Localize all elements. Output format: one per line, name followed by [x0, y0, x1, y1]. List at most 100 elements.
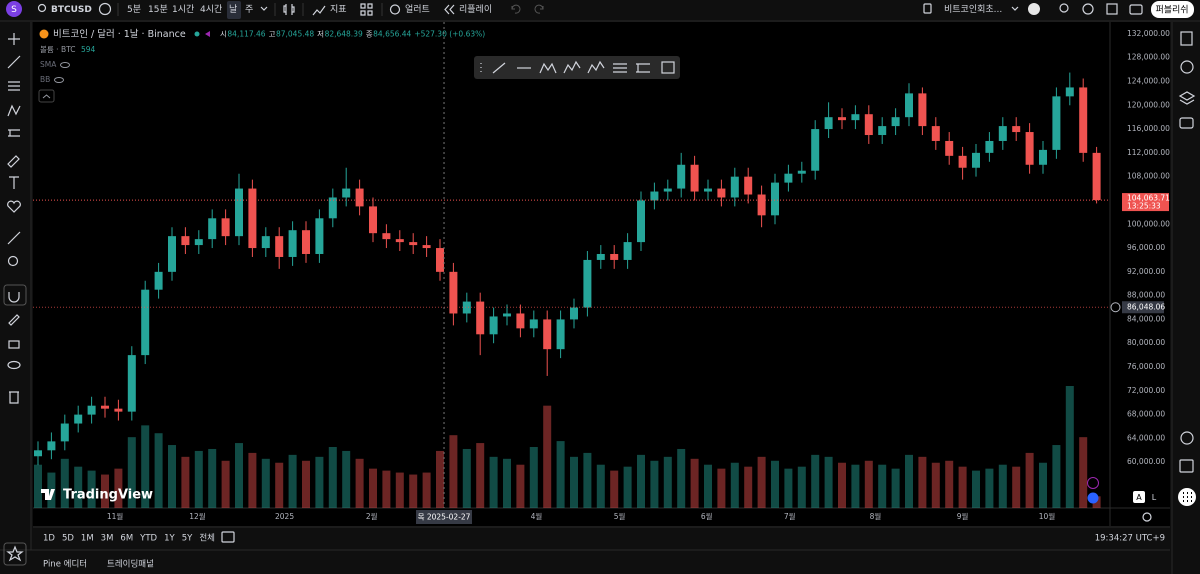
visibility-icon[interactable] [60, 62, 70, 68]
range-button[interactable]: 1D [43, 534, 55, 544]
indicator-name[interactable]: SMA [40, 60, 57, 69]
visibility-icon[interactable] [54, 77, 64, 83]
delete-tool[interactable] [9, 391, 19, 404]
candle-type-icon[interactable] [283, 4, 295, 15]
cursor-tool[interactable] [8, 33, 20, 45]
range-button[interactable]: YTD [139, 534, 157, 544]
layout-icon[interactable] [923, 3, 932, 14]
event-icon[interactable] [1087, 477, 1099, 489]
layout-name[interactable]: 비트코인회초... [944, 4, 1002, 15]
settings[interactable] [1082, 3, 1094, 15]
volume-bar [489, 456, 498, 508]
line-tool[interactable] [492, 62, 506, 74]
undo[interactable] [511, 4, 521, 14]
snapshot[interactable] [1129, 4, 1143, 15]
volume-bar [663, 456, 672, 508]
avatar[interactable] [6, 1, 22, 17]
interval[interactable]: 주 [245, 4, 253, 15]
event-icon[interactable] [1087, 492, 1099, 504]
templates-icon[interactable] [360, 3, 373, 16]
abc-tool[interactable] [587, 60, 605, 74]
chevron[interactable] [260, 6, 268, 11]
trend-line-tool[interactable] [7, 55, 21, 69]
indicators-button[interactable]: 지표 [330, 4, 347, 15]
range-button[interactable]: 3M [101, 534, 114, 544]
goto-date[interactable] [221, 531, 235, 543]
interval[interactable]: 15분 [148, 4, 168, 15]
volume-bar [1012, 466, 1021, 508]
ideas[interactable] [1180, 431, 1194, 445]
fullscreen[interactable] [1106, 3, 1118, 15]
favorites-tool[interactable] [7, 200, 21, 213]
collapse-legend[interactable] [38, 89, 55, 103]
redo[interactable] [534, 4, 544, 14]
publish-button[interactable]: 퍼블리쉬 [1155, 5, 1188, 16]
auto-scale-button[interactable] [1133, 491, 1145, 503]
volume-bar [141, 425, 150, 508]
fib-tool[interactable] [8, 81, 20, 91]
layers[interactable] [1178, 91, 1196, 105]
axis-settings[interactable] [1142, 512, 1152, 522]
pattern-tool[interactable] [7, 104, 21, 117]
candle-body [382, 233, 391, 240]
pattern-tool[interactable] [539, 62, 557, 74]
range-button[interactable]: 1Y [164, 534, 175, 544]
symbol[interactable]: BTCUSD [51, 5, 92, 15]
watchlist[interactable] [1180, 31, 1193, 46]
hide-tool[interactable] [7, 360, 21, 370]
chevron[interactable] [1011, 6, 1019, 11]
star-icon[interactable] [6, 545, 24, 562]
calendar[interactable] [1179, 459, 1194, 473]
zoom-tool[interactable] [7, 255, 19, 267]
compare-icon[interactable] [98, 2, 112, 16]
legend-open: 84,117.46 [227, 30, 265, 39]
watchlist-toggle[interactable] [3, 542, 27, 566]
interval[interactable]: 1시간 [172, 4, 194, 15]
indicator-icon[interactable] [312, 5, 326, 16]
volume-bar [650, 460, 659, 508]
panel-tab[interactable]: 트레이딩패널 [107, 559, 154, 570]
measure-tool[interactable] [7, 231, 21, 245]
alert-button[interactable]: 얼러트 [405, 4, 430, 15]
volume-bar [275, 462, 284, 508]
panel-tab[interactable]: Pine 에디터 [43, 560, 87, 570]
replay-icon[interactable] [444, 4, 455, 15]
range-button[interactable]: 1M [81, 534, 94, 544]
y-tick-label: 92,000.00 [1127, 267, 1165, 276]
quick-search[interactable] [1059, 3, 1069, 13]
lock-tool[interactable] [8, 340, 20, 349]
interval[interactable]: 4시간 [200, 4, 222, 15]
rect-tool[interactable] [661, 61, 675, 74]
y-tick-label: 128,000.00 [1127, 53, 1170, 62]
range-button[interactable]: 6M [120, 534, 133, 544]
alert-icon[interactable] [389, 4, 401, 15]
auto-scale[interactable]: A [1136, 493, 1142, 502]
text-tool[interactable] [9, 176, 19, 189]
elliott-tool[interactable] [563, 60, 581, 74]
fib-tool[interactable] [613, 63, 627, 73]
x-tick-label: 2025 [275, 512, 294, 521]
interval[interactable]: 날 [229, 4, 237, 15]
log-scale[interactable]: L [1152, 493, 1157, 502]
brush-tool[interactable] [7, 155, 20, 168]
search-icon[interactable] [37, 3, 47, 13]
volume-bar [677, 448, 686, 508]
interval[interactable]: 5분 [127, 4, 141, 15]
publish-button-bg[interactable] [1151, 1, 1194, 18]
projection-tool[interactable] [8, 129, 20, 137]
add-alert-button[interactable] [1110, 302, 1121, 313]
magnet-tool[interactable] [8, 292, 20, 303]
range-tool[interactable] [636, 63, 650, 73]
replay-button[interactable]: 리플레이 [459, 4, 492, 15]
range-button[interactable]: 5D [62, 534, 74, 544]
range-button[interactable]: 전체 [199, 533, 215, 544]
save-button[interactable] [1028, 3, 1040, 15]
indicator-name[interactable]: BB [40, 75, 50, 84]
indicator-name[interactable]: 볼륨 · BTC [40, 45, 75, 54]
range-button[interactable]: 5Y [182, 534, 193, 544]
alerts[interactable] [1180, 60, 1194, 74]
candle-body [369, 206, 377, 234]
stay-drawing-tool[interactable] [8, 314, 20, 326]
chat[interactable] [1179, 117, 1194, 129]
